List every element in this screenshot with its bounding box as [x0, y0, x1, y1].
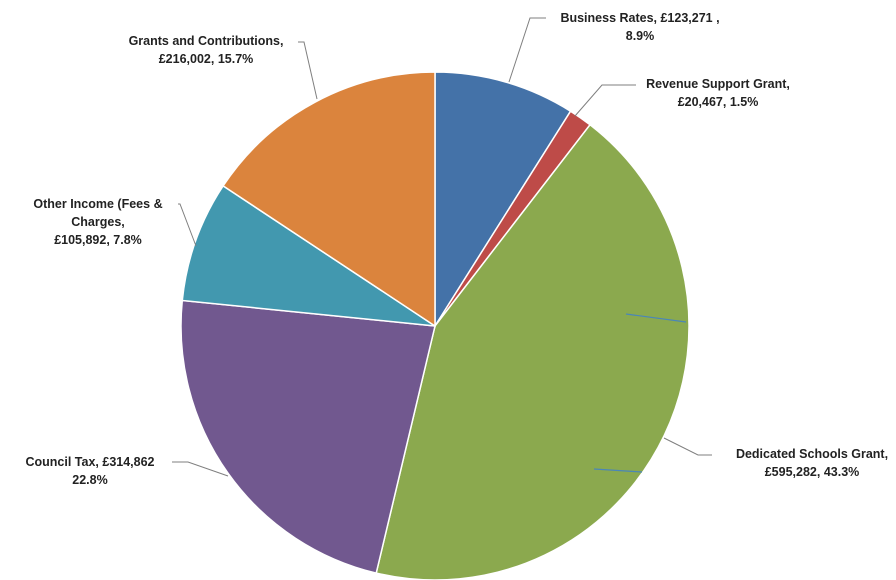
data-label: Revenue Support Grant, £20,467, 1.5% — [646, 77, 790, 109]
pie-slice-other-income-fees-charges — [181, 184, 436, 327]
data-label-line: Business Rates, £123,271 , — [560, 11, 719, 25]
data-label-line: 22.8% — [72, 473, 107, 487]
pie-slice-dedicated-schools-grant — [375, 123, 690, 580]
data-label-line: Grants and Contributions, — [129, 34, 284, 48]
pie-slice-business-rates — [434, 71, 572, 329]
pie-slice-council-tax — [180, 299, 436, 575]
data-label-line: Other Income (Fees & — [33, 197, 162, 211]
leader-line — [663, 437, 712, 456]
data-label-line: Charges, — [71, 215, 125, 229]
leader-line — [508, 17, 546, 83]
inner-tick — [593, 468, 643, 473]
data-label-line: 8.9% — [626, 29, 655, 43]
data-label-line: Revenue Support Grant, — [646, 77, 790, 91]
data-label-line: Dedicated Schools Grant, — [736, 447, 888, 461]
data-label-line: £105,892, 7.8% — [54, 233, 142, 247]
leader-lines — [172, 17, 712, 477]
data-labels: Business Rates, £123,271 , 8.9% Revenue Su… — [26, 11, 889, 487]
data-label-line: £216,002, 15.7% — [159, 52, 254, 66]
data-label: Business Rates, £123,271 , 8.9% — [560, 11, 719, 43]
leader-line — [172, 461, 229, 477]
data-label-line: Council Tax, £314,862 — [26, 455, 155, 469]
data-label-line: £20,467, 1.5% — [678, 95, 759, 109]
leader-line — [298, 41, 318, 100]
leader-line — [574, 84, 636, 117]
inner-tick — [625, 313, 687, 323]
data-label: Grants and Contributions, £216,002, 15.7% — [129, 34, 284, 66]
pie-slice-grants-and-contributions — [222, 71, 436, 328]
data-label: Dedicated Schools Grant, £595,282, 43.3% — [736, 447, 888, 479]
data-label: Council Tax, £314,862 22.8% — [26, 455, 155, 487]
pie-slices — [180, 71, 690, 580]
data-label: Other Income (Fees & Charges, £105,892, 7.… — [33, 197, 162, 247]
leader-line — [178, 203, 197, 247]
data-label-line: £595,282, 43.3% — [765, 465, 860, 479]
